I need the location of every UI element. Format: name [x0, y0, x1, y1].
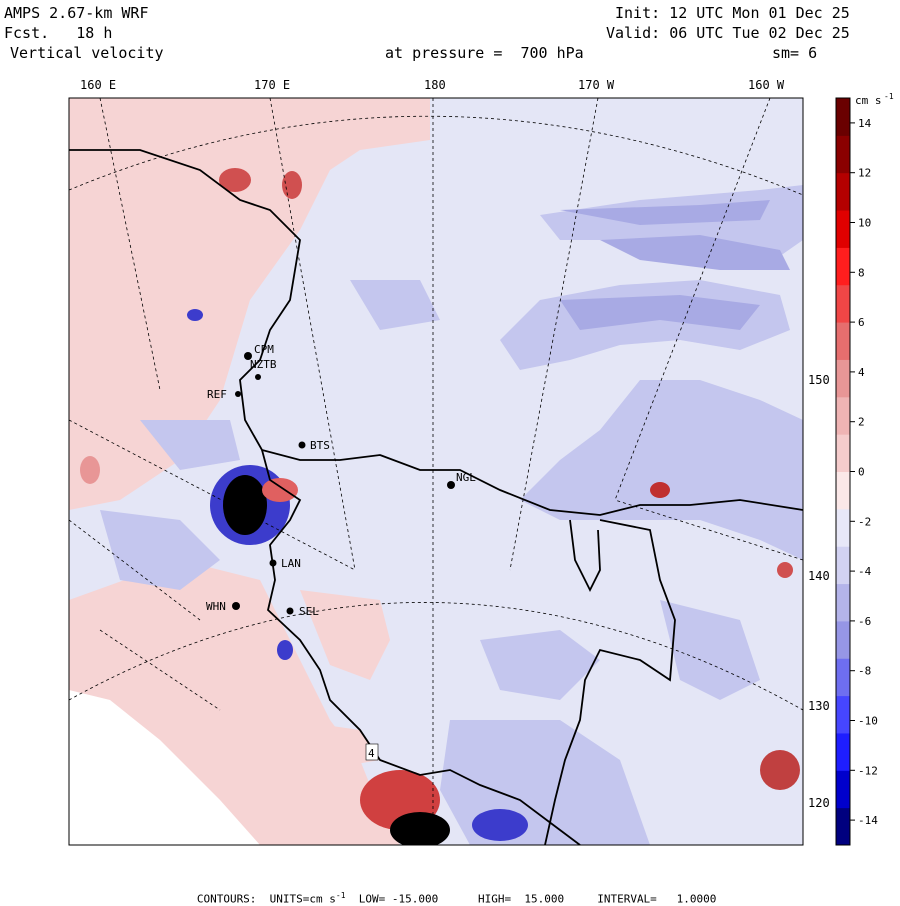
contour-units: CONTOURS: UNITS=cm s	[196, 892, 336, 906]
colorbar-swatch	[836, 732, 850, 771]
station-marker-bts	[298, 441, 306, 449]
colorbar-swatch	[836, 620, 850, 659]
colorbar-tick-label: -6	[858, 615, 871, 628]
station-marker-cpm	[244, 352, 252, 360]
contour-range: LOW= -15.000 HIGH= 15.000 INTERVAL= 1.00…	[345, 892, 717, 906]
contour-value-label: 4	[368, 747, 375, 760]
colorbar-swatch	[836, 546, 850, 585]
station-label-bts: BTS	[310, 439, 330, 452]
colorbar-tick-label: 0	[858, 466, 865, 479]
grounding-line	[544, 519, 676, 845]
colorbar-tick-labels: 14 12 10 8 6 4 2 0 -2 -4 -6 -8 -10 -12 -14	[850, 117, 878, 827]
colorbar-swatch	[836, 359, 850, 398]
lon-label-180: 180	[424, 78, 446, 92]
colorbar-swatch	[836, 135, 850, 174]
colorbar-swatch	[836, 508, 850, 547]
colorbar-swatch	[836, 284, 850, 323]
colorbar-swatch	[836, 658, 850, 697]
colorbar-swatch	[836, 98, 850, 136]
lon-label-160w: 160 W	[748, 78, 785, 92]
colorbar-tick-label: -8	[858, 665, 871, 678]
valid-time: Valid: 06 UTC Tue 02 Dec 25	[606, 24, 850, 42]
colorbar-units: cm s	[855, 94, 882, 107]
colorbar-swatch	[836, 210, 850, 248]
lon-label-170w: 170 W	[578, 78, 615, 92]
colorbar-tick-label: -12	[858, 764, 878, 777]
colorbar-tick-label: 4	[858, 366, 865, 379]
colorbar-tick-label: 14	[858, 117, 872, 130]
convective-cells	[80, 168, 800, 845]
colorbar-swatch	[836, 396, 850, 435]
lon-label-160e: 160 E	[80, 78, 117, 92]
station-label-ref: REF	[207, 388, 227, 401]
lat-lon-grid	[69, 98, 803, 845]
colorbar-swatch	[836, 434, 850, 472]
station-label-sel: SEL	[299, 605, 319, 618]
station-label-ngl: NGL	[456, 471, 476, 484]
station-marker-nztb	[255, 374, 261, 380]
station-label-whn: WHN	[206, 600, 226, 613]
station-marker-sel	[286, 607, 294, 615]
init-time: Init: 12 UTC Mon 01 Dec 25	[615, 4, 850, 22]
no-data-area	[69, 690, 260, 845]
forecast-hour: Fcst. 18 h	[4, 24, 113, 42]
station-marker-lan	[269, 559, 277, 567]
colorbar-tick-label: -2	[858, 515, 871, 528]
station-marker-whn	[232, 602, 240, 610]
station-marker-ref	[235, 391, 241, 397]
colorbar-tick-label: -14	[858, 814, 878, 827]
smoothing-value: sm= 6	[772, 44, 818, 62]
station-label-nztb: NZTB	[250, 358, 277, 371]
contour-units-exp: -1	[335, 891, 346, 900]
colorbar	[835, 97, 851, 846]
colorbar-tick-label: 12	[858, 167, 871, 180]
colorbar-swatch	[836, 322, 850, 360]
ice-shelf-edge	[261, 449, 581, 845]
field-name: Vertical velocity	[10, 44, 164, 62]
colorbar-swatch	[836, 583, 850, 622]
station-marker-ngl	[447, 481, 455, 489]
station-label-lan: LAN	[281, 557, 301, 570]
colorbar-swatch	[836, 247, 850, 286]
colorbar-tick-label: 8	[858, 266, 865, 279]
coastline	[69, 149, 803, 516]
colorbar-swatch	[836, 807, 850, 846]
colorbar-tick-label: -4	[858, 565, 872, 578]
colorbar-tick-label: 6	[858, 316, 865, 329]
station-label-cpm: CPM	[254, 343, 274, 356]
colorbar-swatch	[836, 172, 850, 211]
colorbar-tick-label: 2	[858, 416, 865, 429]
colorbar-swatch	[836, 770, 850, 809]
colorbar-tick-label: 10	[858, 217, 871, 230]
pressure-level: at pressure = 700 hPa	[385, 44, 584, 62]
contour-info: CONTOURS: UNITS=cm s-1 LOW= -15.000 HIGH…	[0, 878, 900, 906]
strong-negative-regions	[560, 200, 790, 330]
colorbar-swatch	[836, 695, 850, 734]
colorbar-tick-label: -10	[858, 715, 878, 728]
model-title: AMPS 2.67-km WRF	[4, 4, 149, 22]
station-markers	[232, 352, 455, 615]
lon-label-170e: 170 E	[254, 78, 291, 92]
colorbar-swatch	[836, 471, 850, 510]
map-frame	[68, 97, 804, 846]
colorbar-units-exp: -1	[884, 92, 894, 101]
